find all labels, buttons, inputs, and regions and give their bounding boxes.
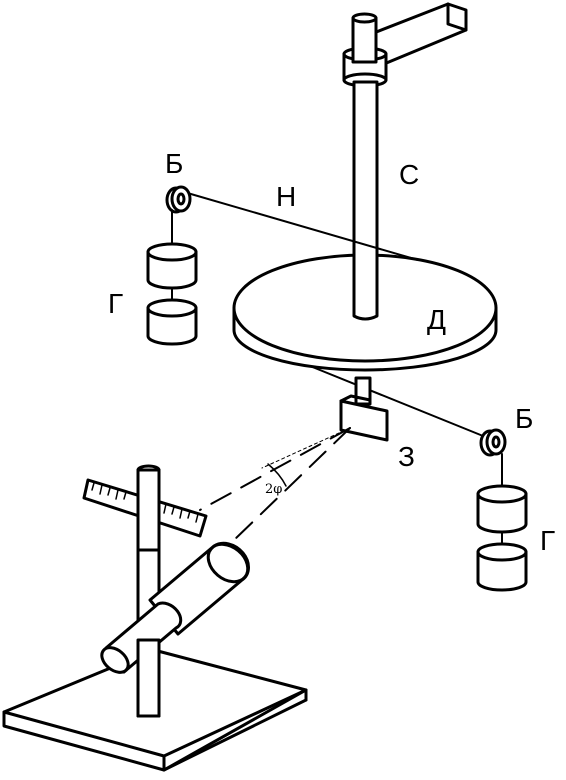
label-b-right: Б <box>515 403 533 434</box>
label-g-left: Г <box>108 288 123 319</box>
weight-left-upper <box>146 242 198 290</box>
telescope <box>100 541 250 674</box>
pulley-right <box>479 428 507 457</box>
label-b-top: Б <box>165 148 183 179</box>
mirror-holder <box>339 376 389 442</box>
weight-right-upper <box>476 484 528 534</box>
pulley-left <box>165 185 192 214</box>
label-d: Д <box>427 304 446 335</box>
stand-rod-front <box>136 468 161 552</box>
label-angle: 2φ <box>265 482 282 497</box>
weight-right-lower <box>476 542 528 592</box>
rod-foot <box>352 248 379 321</box>
label-c: С <box>399 159 419 190</box>
label-n: Н <box>276 181 296 212</box>
thread-upper <box>183 191 419 261</box>
thread-lower <box>309 365 494 441</box>
weight-left-lower <box>146 298 198 346</box>
label-z: З <box>398 441 415 472</box>
rod-top <box>351 12 378 64</box>
light-rays <box>199 427 351 543</box>
stand-rod-lower <box>136 638 161 718</box>
label-g-right: Г <box>540 525 555 556</box>
